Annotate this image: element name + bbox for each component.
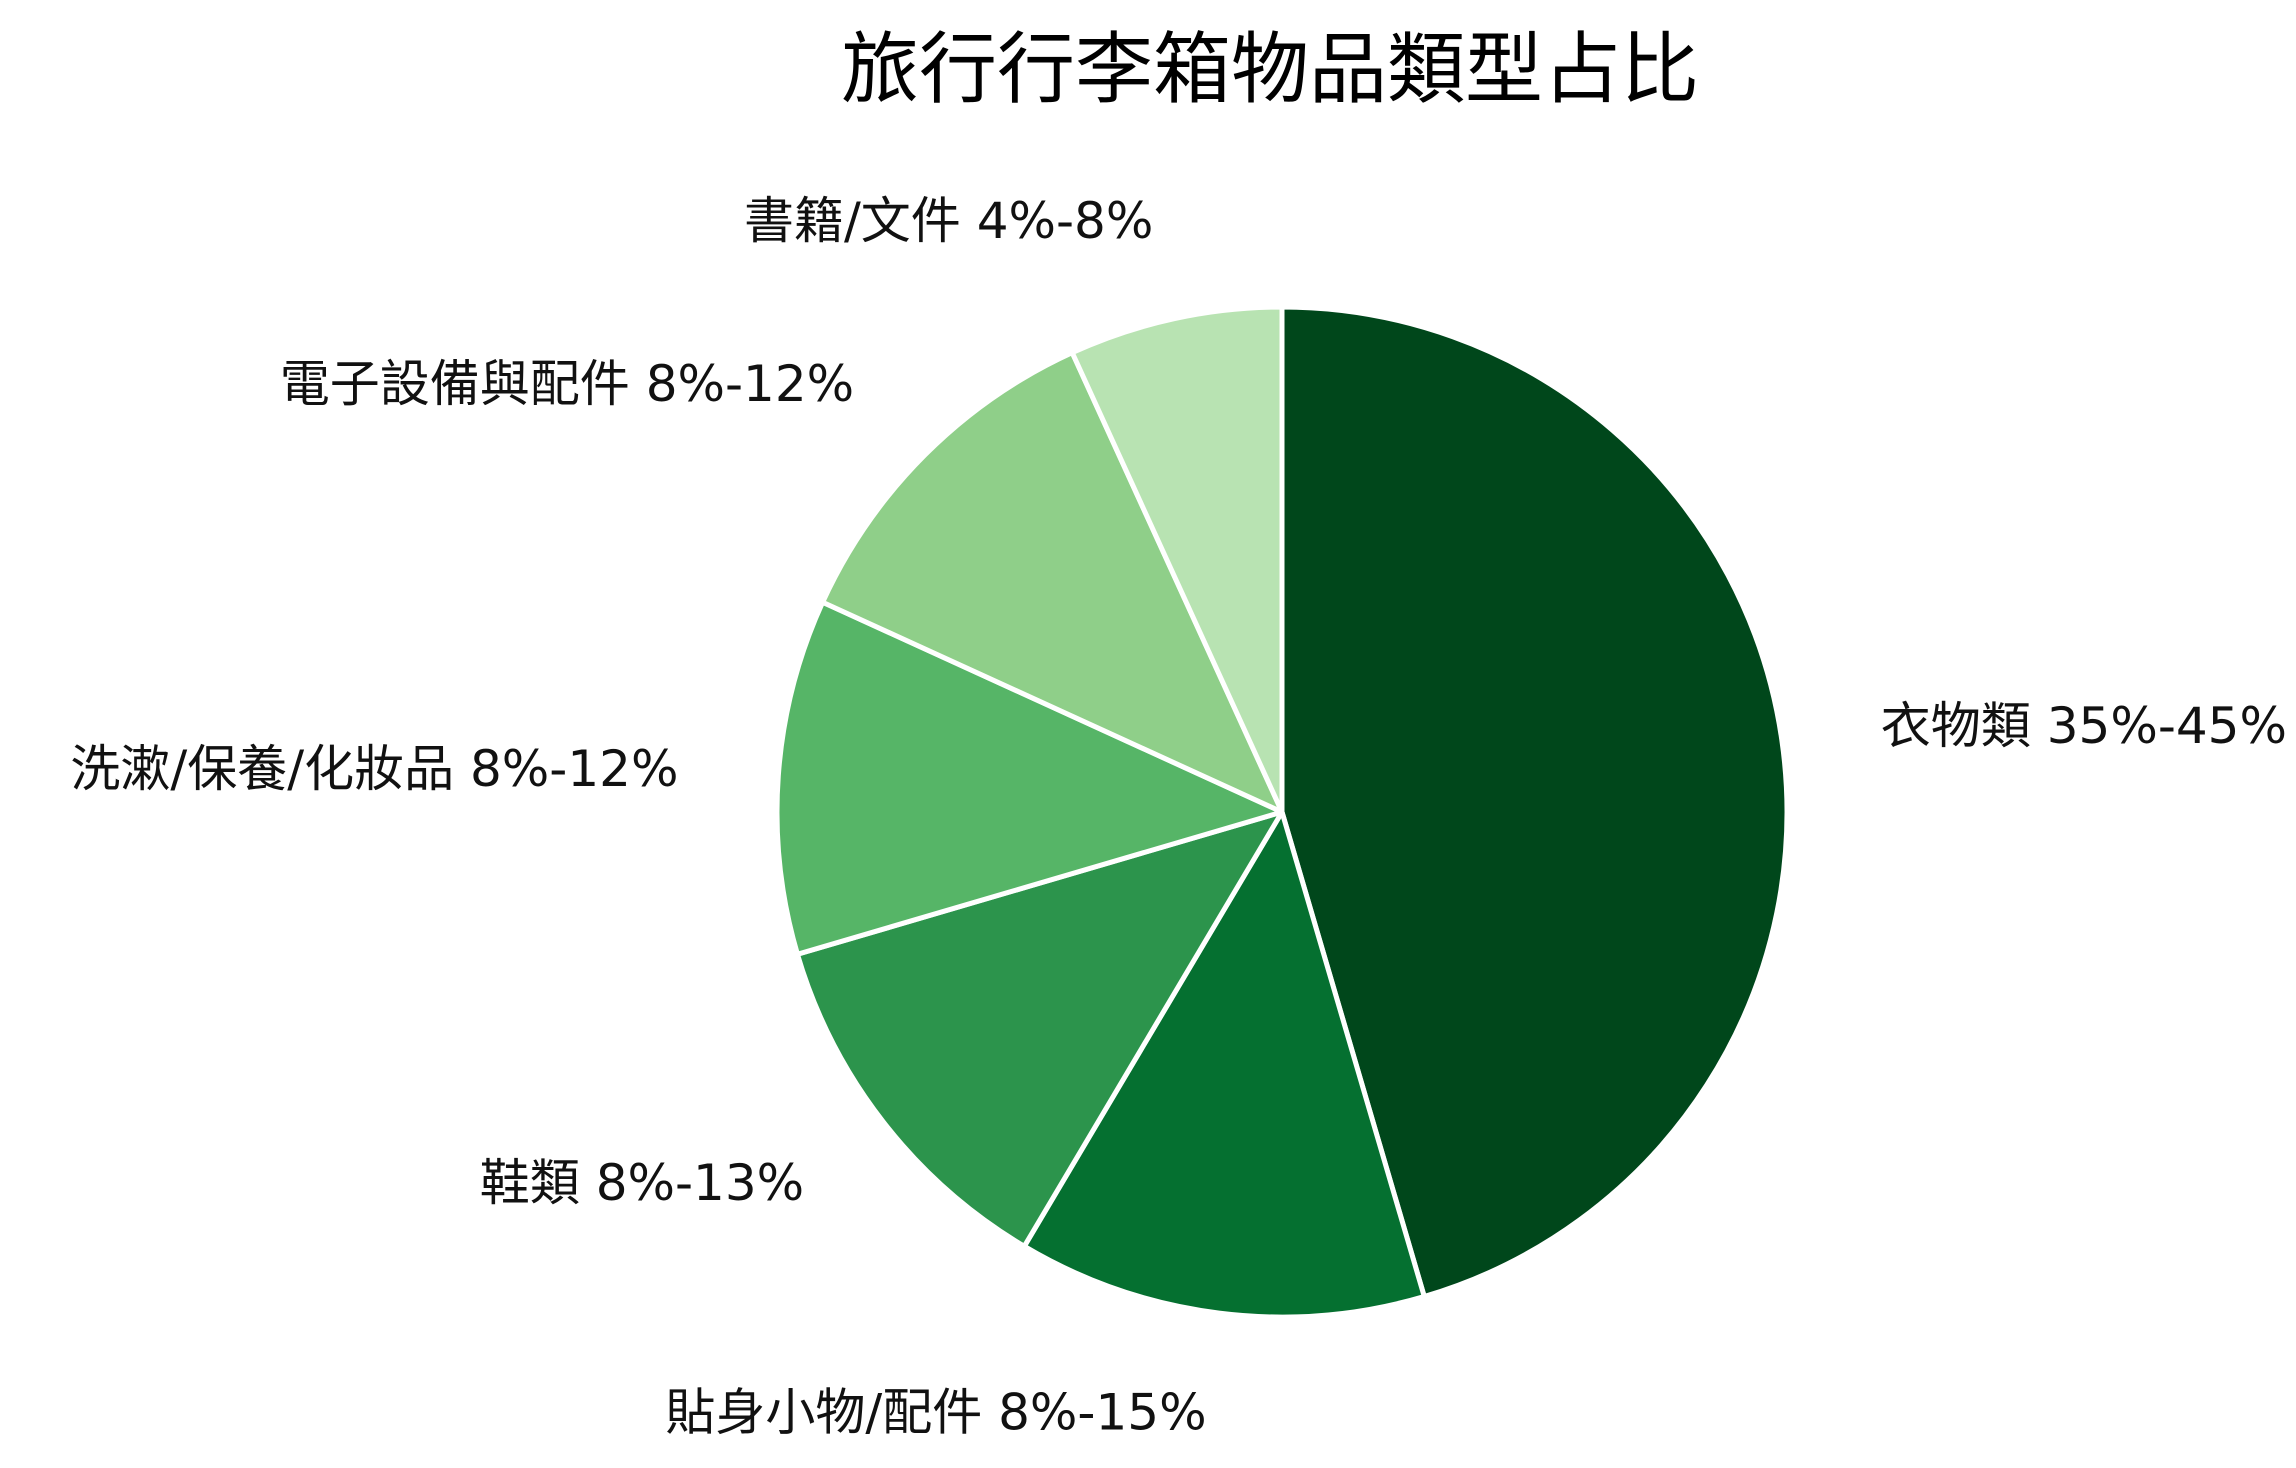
pie-slice-5 xyxy=(820,350,1285,815)
pie-slice-4 xyxy=(774,599,1285,957)
pie-label-5: 電子設備與配件 8%-12% xyxy=(280,355,854,413)
pie-label-1: 衣物類 35%-45% xyxy=(1881,697,2287,755)
chart-title: 旅行行李箱物品類型占比 xyxy=(841,25,1699,115)
pie-label-6: 書籍/文件 4%-8% xyxy=(744,192,1153,250)
pie-labels: 衣物類 35%-45% 貼身小物/配件 8%-15% 鞋類 8%-13% 洗漱/保養/… xyxy=(70,192,2287,1442)
pie-slice-6 xyxy=(1069,304,1285,815)
pie-slice-2 xyxy=(1021,809,1427,1320)
pie-slice-1 xyxy=(1279,304,1790,1300)
pie-slices xyxy=(774,304,1790,1320)
pie-label-3: 鞋類 8%-13% xyxy=(480,1154,804,1212)
pie-label-4: 洗漱/保養/化妝品 8%-12% xyxy=(70,740,678,798)
pie-label-2: 貼身小物/配件 8%-15% xyxy=(665,1383,1206,1441)
